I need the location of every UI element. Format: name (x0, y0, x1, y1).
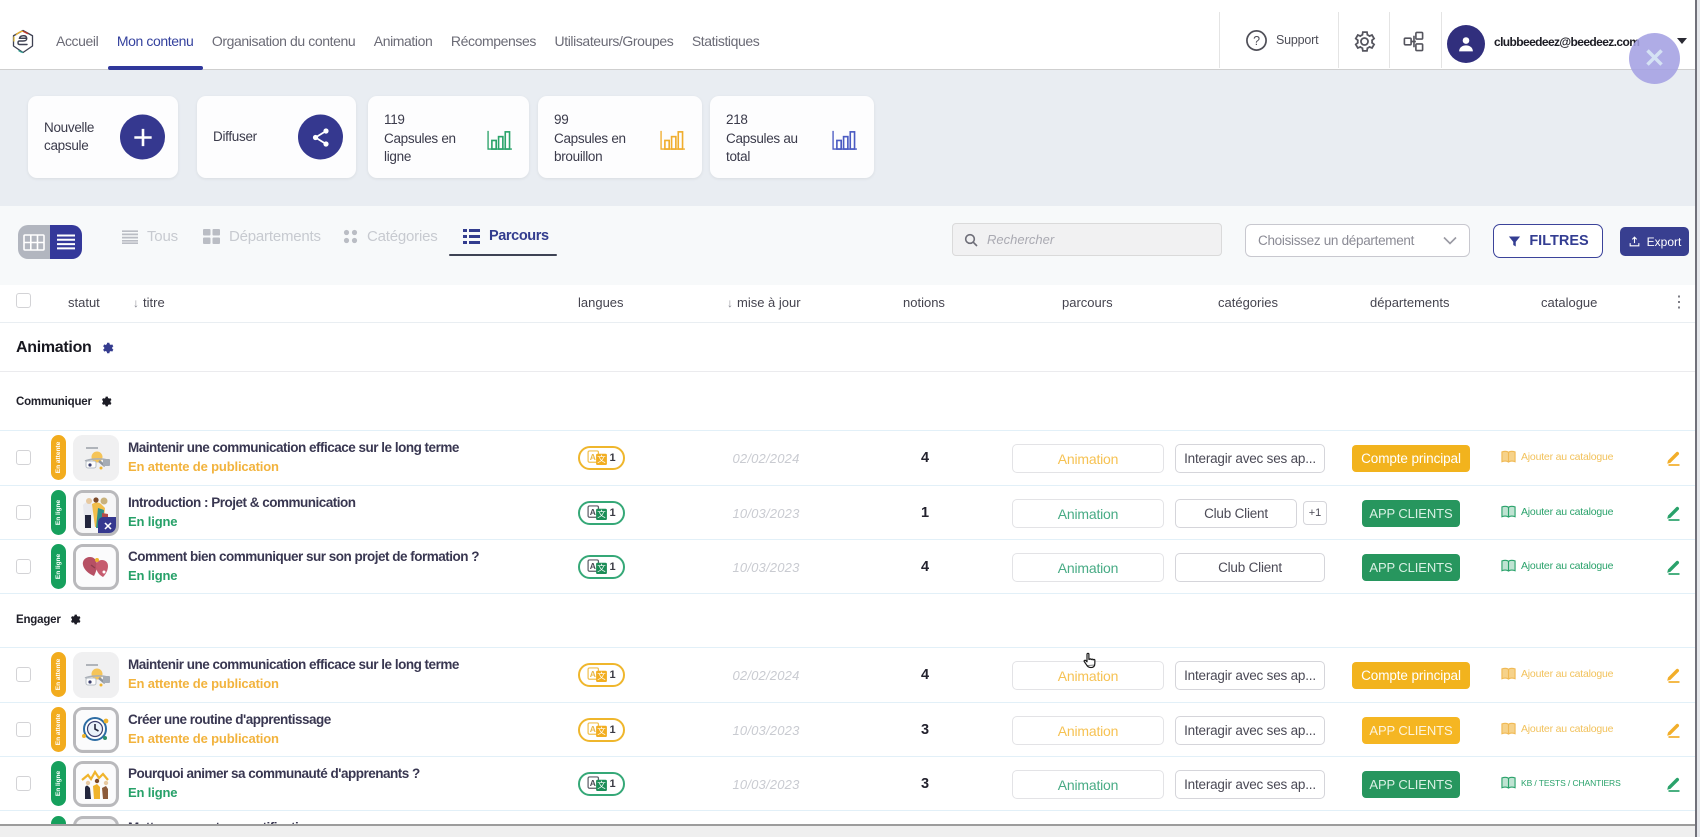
svg-text:文: 文 (598, 726, 607, 736)
svg-text:文: 文 (598, 509, 607, 519)
svg-text:?: ? (1253, 33, 1260, 47)
svg-text:A: A (590, 669, 596, 679)
svg-text:A: A (590, 724, 596, 734)
svg-text:文: 文 (598, 563, 607, 573)
svg-text:文: 文 (598, 671, 607, 681)
svg-text:文: 文 (598, 780, 607, 790)
svg-text:文: 文 (598, 454, 607, 464)
svg-text:A: A (590, 507, 596, 517)
svg-text:A: A (590, 561, 596, 571)
svg-text:A: A (590, 452, 596, 462)
svg-text:A: A (590, 778, 596, 788)
